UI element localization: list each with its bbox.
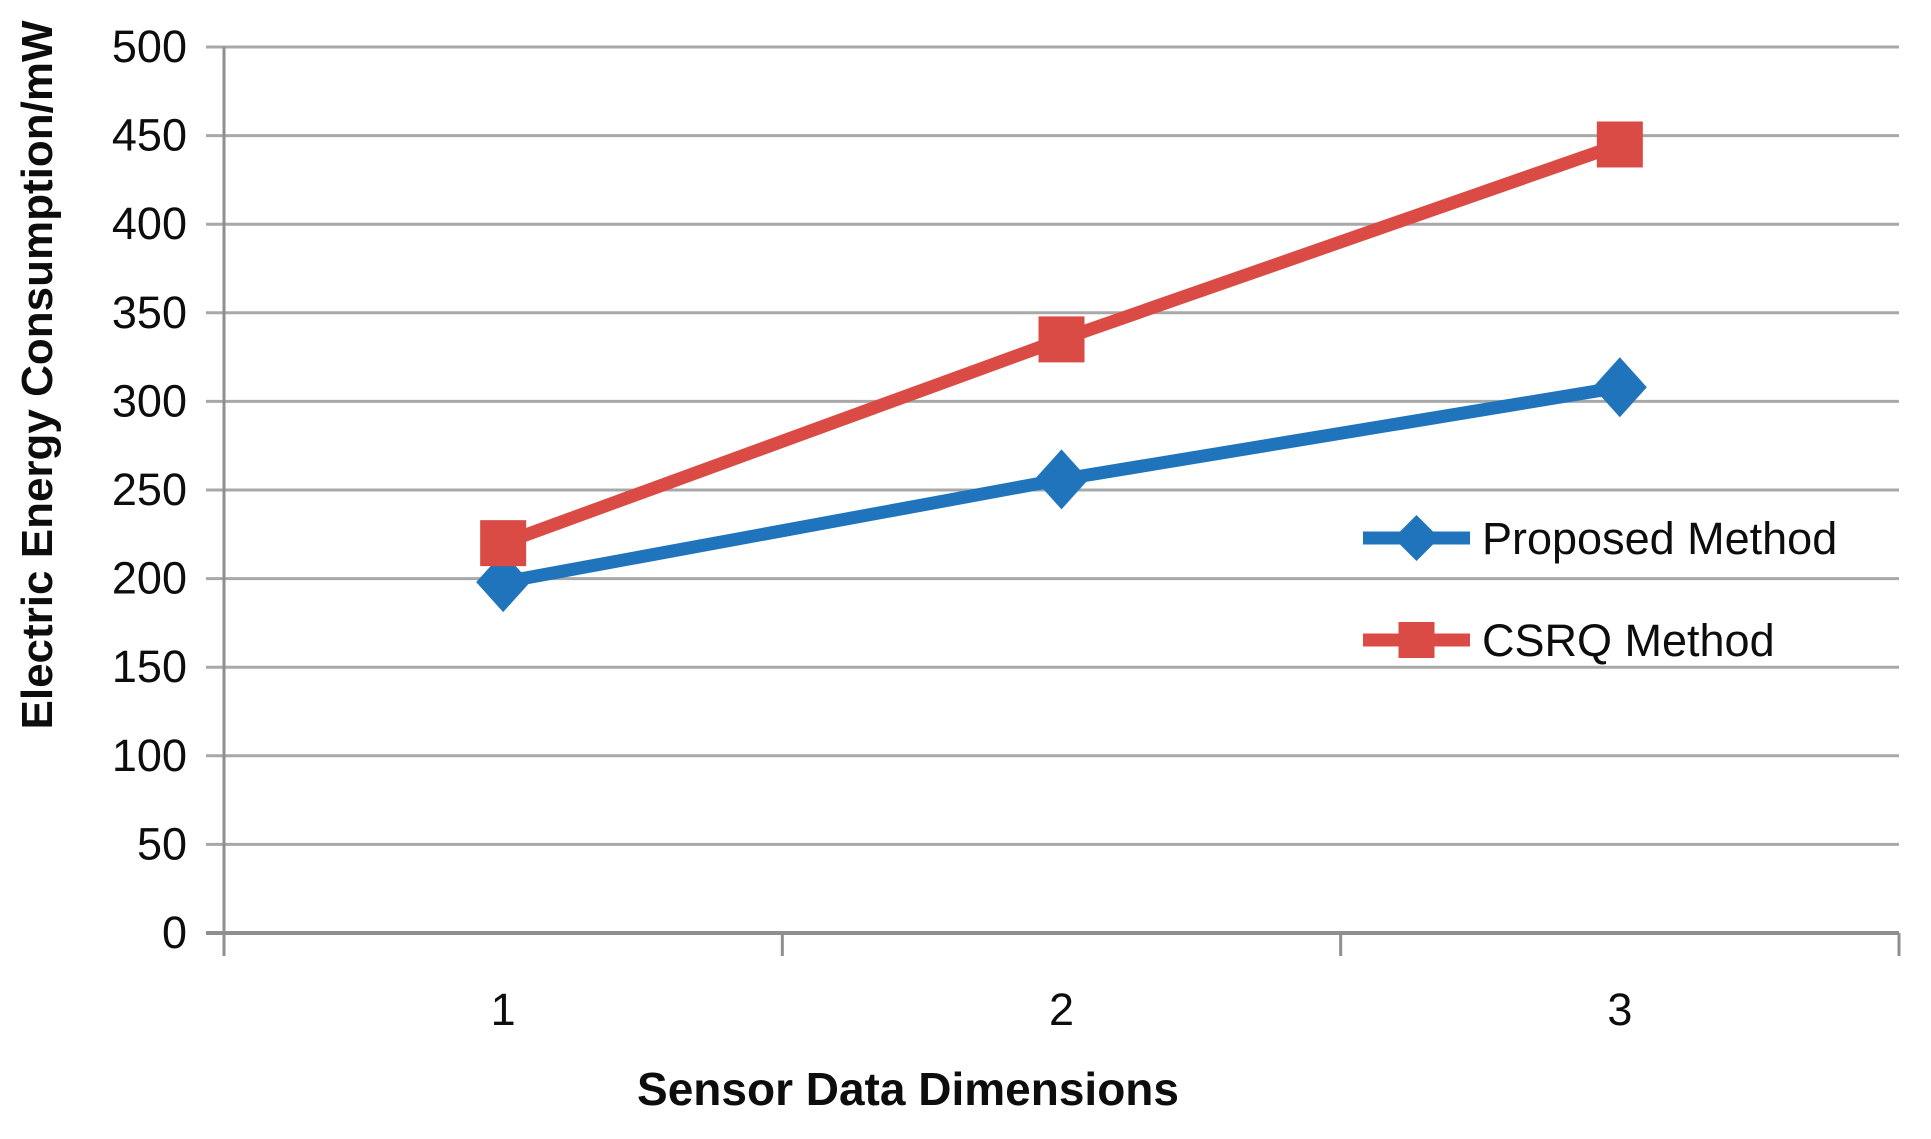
plot-area: 0 50 100 150 200 250 300 350 400 450 500 1 2 3 [112,21,1901,1035]
marker-diamond-proposed-method-3 [1592,357,1647,418]
y-tick-label-200: 200 [112,553,187,604]
marker-square-csrq-method-3 [1596,121,1643,168]
marker-diamond-proposed-method-2 [1034,449,1089,510]
legend: Proposed Method CSRQ Method [1363,513,1837,666]
legend-item-csrq-method: CSRQ Method [1363,615,1775,666]
y-tick-label-0: 0 [162,907,187,958]
legend-item-proposed-method: Proposed Method [1363,513,1837,564]
legend-label-proposed-method: Proposed Method [1482,513,1837,564]
marker-square-csrq-method-2 [1038,316,1085,363]
y-tick-label-150: 150 [112,641,187,692]
legend-diamond-marker-icon [1393,515,1440,561]
legend-label-csrq-method: CSRQ Method [1482,615,1775,666]
legend-square-marker-icon [1398,622,1435,658]
y-tick-label-250: 250 [112,464,187,515]
x-tick-label-2: 2 [1049,984,1074,1035]
y-tick-label-100: 100 [112,730,187,781]
y-tick-label-350: 350 [112,287,187,338]
y-tick-label-450: 450 [112,110,187,161]
y-tick-label-50: 50 [137,818,187,869]
y-axis-title: Electric Energy Consumption/mW [13,20,62,729]
marker-square-csrq-method-1 [480,520,527,567]
y-tick-label-400: 400 [112,198,187,249]
x-tick-label-1: 1 [491,984,516,1035]
x-axis-title: Sensor Data Dimensions [637,1063,1179,1115]
y-tick-label-500: 500 [112,21,187,72]
x-tick-label-3: 3 [1607,984,1632,1035]
y-tick-label-300: 300 [112,375,187,426]
marker-diamond-proposed-method-1 [476,552,531,613]
